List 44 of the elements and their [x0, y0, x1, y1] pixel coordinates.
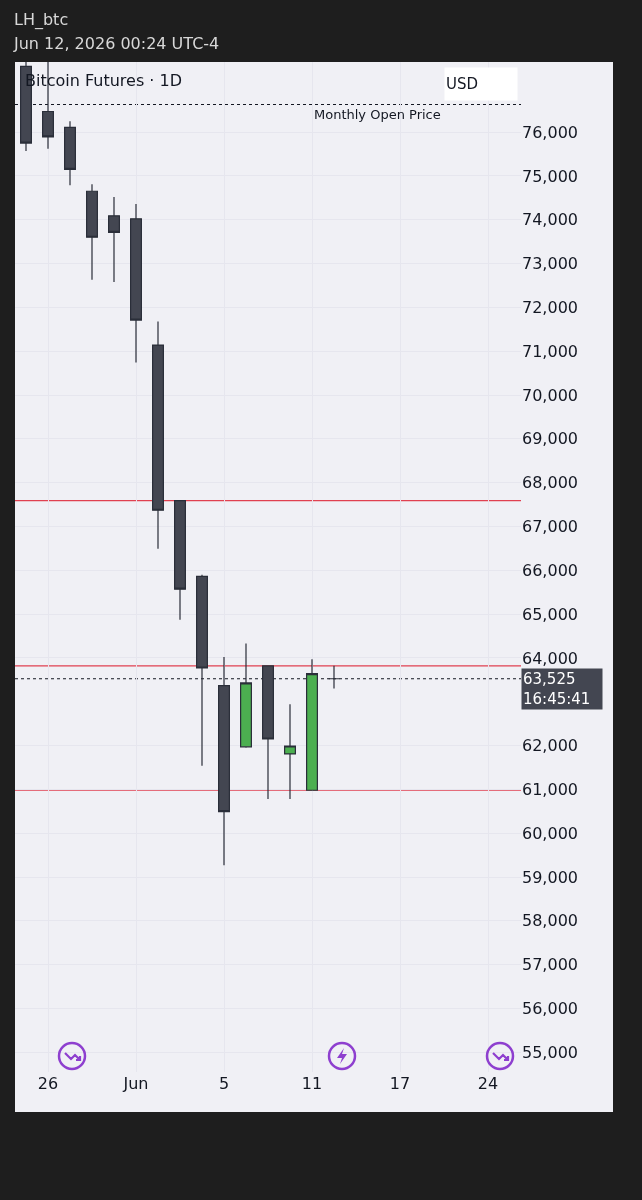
- y-tick-label: 69,000: [522, 429, 578, 449]
- y-tick-label: 67,000: [522, 517, 578, 537]
- y-tick-label: 66,000: [522, 560, 578, 580]
- y-tick-label: 64,000: [522, 648, 578, 668]
- x-tick-label: 17: [389, 1074, 411, 1093]
- candlestick: [196, 574, 208, 767]
- candlestick: [174, 500, 186, 621]
- y-tick-label: 68,000: [522, 473, 578, 493]
- chart-subtitle: LH_btc Jun 12, 2026 00:24 UTC-4: [14, 9, 220, 55]
- candlestick: [328, 665, 340, 690]
- ref-line-label: Monthly Open Price: [314, 107, 441, 122]
- y-tick-label: 60,000: [522, 823, 578, 843]
- annotation: USD: [446, 75, 479, 93]
- y-tick-label: 74,000: [522, 210, 578, 230]
- y-tick-label: 62,000: [522, 736, 578, 756]
- candlestick: [152, 320, 164, 550]
- y-tick-label: 59,000: [522, 867, 578, 887]
- candlestick: [284, 703, 296, 800]
- candlestick: [108, 196, 120, 283]
- y-tick-label: 65,000: [522, 604, 578, 624]
- y-tick-label: 75,000: [522, 166, 578, 186]
- y-tick-label: 71,000: [522, 341, 578, 361]
- x-tick-label: 26: [37, 1074, 59, 1093]
- y-tick-label: 76,000: [522, 122, 578, 142]
- x-tick-label: 24: [477, 1074, 499, 1093]
- y-tick-label: 61,000: [522, 779, 578, 799]
- candlestick: [64, 120, 76, 186]
- ref-line-label: 63,525 16:45:41: [523, 670, 591, 708]
- y-tick-label: 55,000: [522, 1042, 578, 1062]
- y-tick-label: 58,000: [522, 911, 578, 931]
- y-tick-label: 57,000: [522, 955, 578, 975]
- candlestick: [86, 183, 98, 281]
- candlestick: [262, 665, 274, 800]
- y-tick-label: 70,000: [522, 385, 578, 405]
- candlestick: [306, 658, 318, 791]
- y-tick-label: 73,000: [522, 254, 578, 274]
- x-tick-label: Jun: [122, 1074, 149, 1093]
- candlestick: [240, 642, 252, 749]
- x-tick-label: 11: [301, 1074, 323, 1093]
- y-tick-label: 72,000: [522, 297, 578, 317]
- x-tick-label: 5: [218, 1074, 230, 1093]
- candlestick: [130, 203, 142, 364]
- y-tick-label: 56,000: [522, 999, 578, 1019]
- candlestick: [218, 656, 230, 866]
